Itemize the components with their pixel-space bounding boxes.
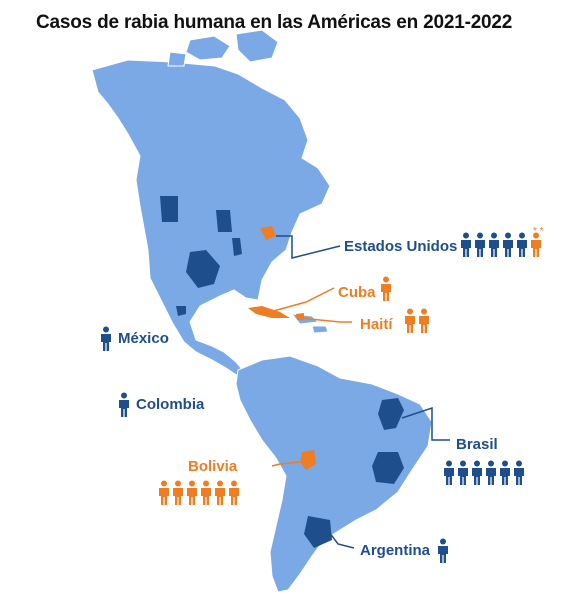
person-icon: [173, 480, 183, 505]
person-icon: [472, 460, 482, 485]
leader-line-brasil: [401, 406, 450, 441]
label-bolivia: Bolivia: [188, 458, 238, 475]
person-icon: [503, 232, 513, 257]
us-highlight-orange: [260, 226, 276, 240]
leader-line-cuba: [269, 287, 335, 313]
cases-argentina: [437, 538, 449, 564]
person-icon: [419, 308, 429, 333]
person-icon: [101, 326, 111, 351]
person-icon: [438, 538, 448, 563]
person-icon: [489, 232, 499, 257]
person-icon: [119, 392, 129, 417]
person-icon: [201, 480, 211, 505]
arctic-island: [235, 29, 279, 63]
person-icon: [215, 480, 225, 505]
person-icon: [486, 460, 496, 485]
cases-bolivia: [158, 480, 240, 506]
person-icon: [500, 460, 510, 485]
cuba-highlight: [248, 306, 290, 318]
north-america-landmass: [91, 59, 331, 377]
person-icon: [381, 276, 391, 301]
leader-line-haiti: [299, 317, 352, 323]
person-icon: [514, 460, 524, 485]
note-mark: * *: [533, 226, 544, 237]
person-icon: [229, 480, 239, 505]
brazil-highlight-north: [378, 398, 404, 430]
person-icon: [458, 460, 468, 485]
argentina-highlight: [304, 516, 332, 548]
us-highlight-northwest: [160, 196, 178, 222]
label-argentina: Argentina: [360, 542, 431, 559]
person-icon: [475, 232, 485, 257]
brazil-highlight-center: [372, 452, 404, 484]
person-icon: [517, 232, 527, 257]
cases-haiti: [404, 308, 430, 334]
bolivia-highlight: [300, 450, 316, 470]
person-icon: [444, 460, 454, 485]
label-cuba: Cuba: [338, 284, 376, 301]
label-colombia: Colombia: [136, 396, 205, 413]
cases-estados-unidos: [460, 232, 542, 258]
caribbean-island: [311, 325, 329, 334]
cases-brasil: [443, 460, 525, 486]
us-highlight-illinois: [232, 238, 242, 256]
person-icon: [187, 480, 197, 505]
person-icon: [461, 232, 471, 257]
mexico-highlight: [176, 306, 186, 316]
cases-colombia: [118, 392, 130, 418]
leader-line-argentina: [325, 527, 355, 549]
us-highlight-minnesota: [216, 210, 232, 232]
arctic-island: [167, 51, 187, 67]
leader-line-estados-unidos: [276, 235, 341, 259]
arctic-island: [185, 35, 231, 61]
cases-mexico: [100, 326, 112, 352]
person-icon: [531, 232, 541, 257]
label-haiti: Haití: [360, 316, 393, 333]
us-highlight-texas: [186, 250, 220, 288]
label-mexico: México: [118, 330, 169, 347]
label-estados-unidos: Estados Unidos: [344, 238, 458, 255]
person-icon: [159, 480, 169, 505]
person-icon: [405, 308, 415, 333]
map-title: Casos de rabia humana en las Américas en…: [36, 12, 513, 33]
leader-line-bolivia: [271, 461, 301, 467]
cases-cuba: [380, 276, 392, 302]
label-brasil: Brasil: [456, 436, 498, 453]
